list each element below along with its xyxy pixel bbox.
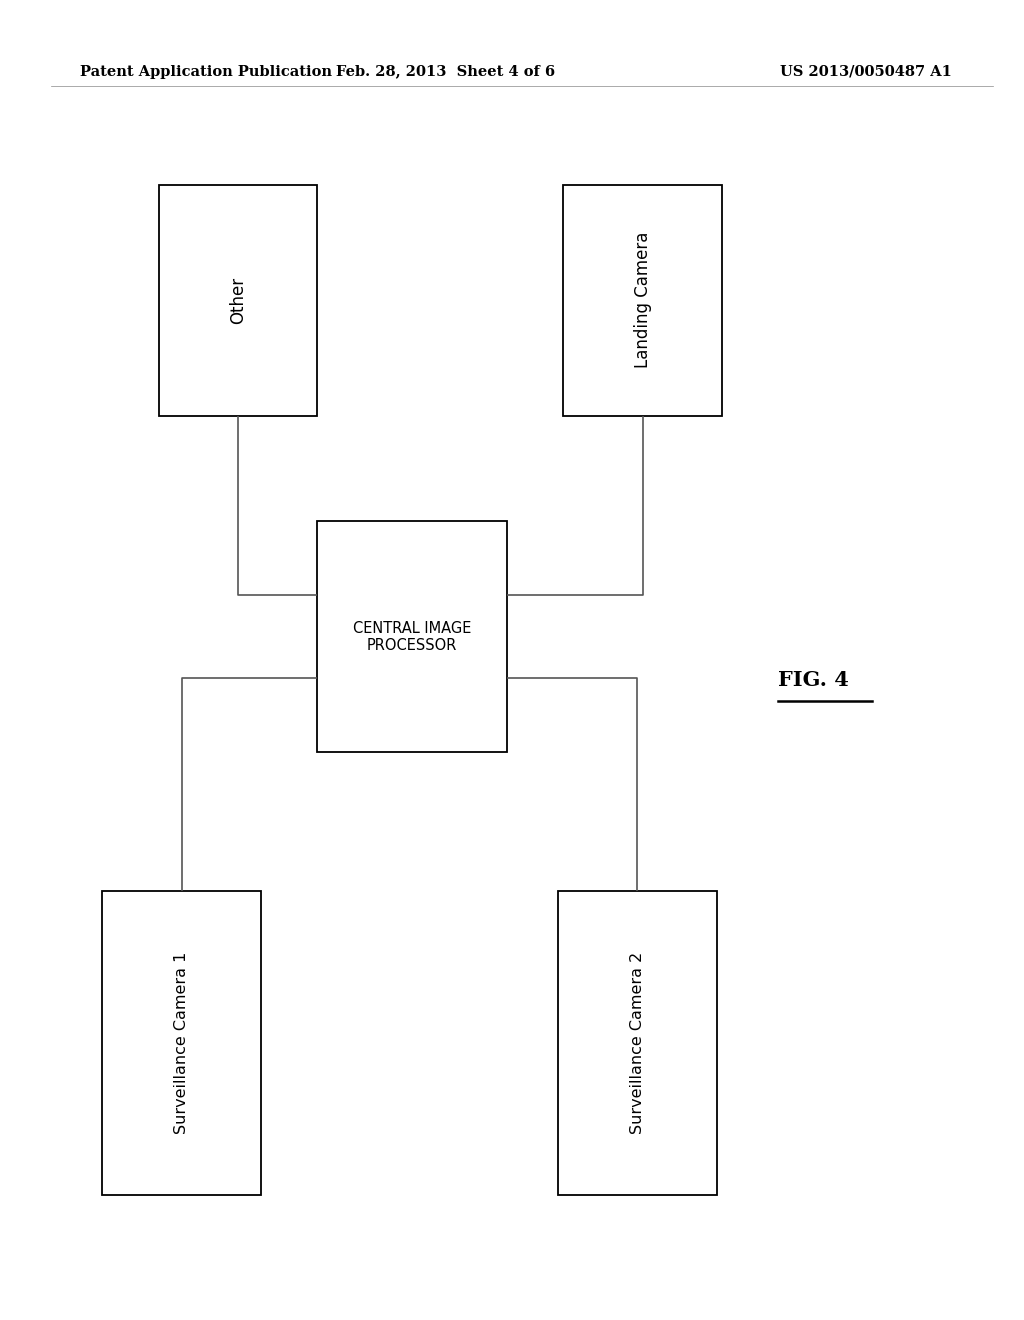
Text: Landing Camera: Landing Camera [634,232,651,368]
Text: Other: Other [229,277,247,323]
Text: FIG. 4: FIG. 4 [778,669,849,690]
Bar [558,891,717,1195]
Text: Patent Application Publication: Patent Application Publication [80,65,332,79]
Text: US 2013/0050487 A1: US 2013/0050487 A1 [780,65,952,79]
Text: Surveillance Camera 1: Surveillance Camera 1 [174,952,189,1134]
Bar [159,185,317,416]
Text: Feb. 28, 2013  Sheet 4 of 6: Feb. 28, 2013 Sheet 4 of 6 [336,65,555,79]
Bar [317,521,507,752]
Text: CENTRAL IMAGE
PROCESSOR: CENTRAL IMAGE PROCESSOR [353,620,471,653]
Bar [563,185,722,416]
Bar [102,891,261,1195]
Text: Surveillance Camera 2: Surveillance Camera 2 [630,952,645,1134]
